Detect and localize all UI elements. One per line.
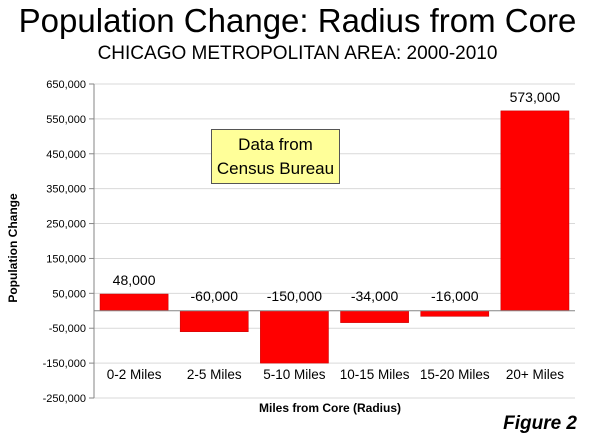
y-tick-label: 550,000 (46, 114, 86, 126)
bar (179, 310, 249, 332)
data-label: -150,000 (267, 288, 322, 304)
chart-title: Population Change: Radius from Core (18, 2, 577, 39)
x-tick-label: 15-20 Miles (420, 367, 490, 382)
gridlines (94, 83, 575, 399)
note-line-2: Census Bureau (216, 159, 335, 178)
bar (420, 310, 490, 317)
y-tick-label: 50,000 (52, 288, 86, 300)
data-source-note: Data from Census Bureau (211, 129, 340, 184)
y-tick-label: -50,000 (49, 323, 86, 335)
y-tick-label: -250,000 (43, 393, 86, 405)
data-label: 48,000 (113, 272, 156, 288)
data-label: -60,000 (191, 288, 239, 304)
bar (500, 110, 570, 312)
x-tick-label: 20+ Miles (506, 367, 564, 382)
y-tick-label: 650,000 (46, 79, 86, 91)
note-line-1: Data from (238, 135, 313, 154)
x-tick-label: 2-5 Miles (187, 367, 242, 382)
labels: 650,000 550,000 450,000 350,000 250,000 150,0… (43, 79, 565, 405)
x-tick-label: 10-15 Miles (340, 367, 410, 382)
bar (99, 293, 169, 312)
x-tick-label: 0-2 Miles (107, 367, 162, 382)
y-tick-label: 250,000 (46, 219, 86, 231)
bars (99, 110, 570, 364)
chart-subtitle: CHICAGO METROPOLITAN AREA: 2000-2010 (97, 43, 498, 64)
y-axis-title: Population Change (6, 193, 20, 303)
bar (340, 310, 409, 323)
y-tick-label: 350,000 (46, 184, 86, 196)
figure-label: Figure 2 (503, 413, 577, 434)
data-label: -34,000 (351, 288, 399, 304)
y-tick-label: 450,000 (46, 149, 86, 161)
axes (89, 83, 575, 399)
data-label: -16,000 (431, 288, 479, 304)
x-tick-label: 5-10 Miles (263, 367, 326, 382)
y-tick-label: 150,000 (46, 253, 86, 265)
data-label: 573,000 (510, 89, 561, 105)
x-axis-title: Miles from Core (Radius) (259, 401, 401, 415)
y-tick-label: -150,000 (43, 358, 86, 370)
bar (260, 310, 329, 364)
